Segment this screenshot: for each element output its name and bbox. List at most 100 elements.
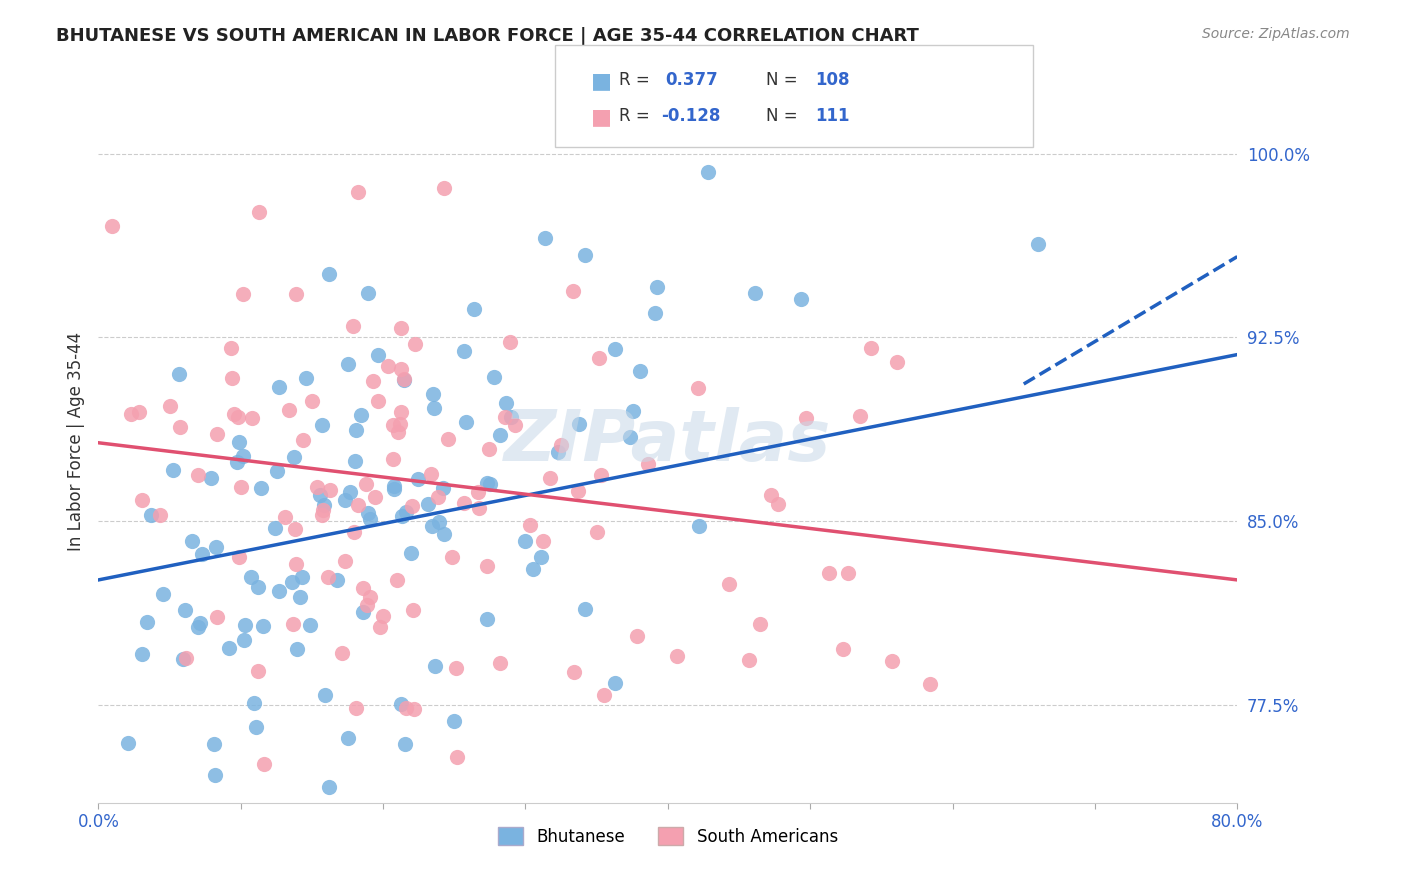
- Point: [181, 533, 204, 548]
- Point: [547, 444, 569, 458]
- Point: [285, 641, 308, 656]
- Point: [229, 480, 252, 494]
- Point: [318, 267, 340, 281]
- Point: [717, 576, 740, 591]
- Point: [205, 426, 228, 441]
- Text: R =: R =: [619, 107, 655, 125]
- Point: [619, 430, 641, 444]
- Point: [312, 503, 335, 517]
- Point: [585, 524, 607, 539]
- Point: [422, 387, 444, 401]
- Point: [131, 647, 153, 661]
- Text: ZIPatlas: ZIPatlas: [505, 407, 831, 476]
- Point: [247, 205, 270, 219]
- Point: [522, 562, 544, 576]
- Point: [149, 508, 172, 523]
- Point: [307, 480, 329, 494]
- Point: [311, 508, 333, 522]
- Point: [269, 584, 291, 599]
- Point: [335, 554, 357, 568]
- Point: [603, 342, 626, 356]
- Point: [335, 492, 357, 507]
- Point: [382, 418, 405, 433]
- Point: [443, 714, 465, 728]
- Point: [356, 506, 378, 520]
- Text: N =: N =: [766, 71, 803, 89]
- Point: [534, 231, 557, 245]
- Point: [131, 492, 153, 507]
- Point: [394, 738, 416, 752]
- Point: [389, 404, 412, 418]
- Point: [350, 408, 373, 422]
- Point: [1026, 237, 1049, 252]
- Point: [344, 454, 367, 468]
- Point: [519, 517, 541, 532]
- Point: [312, 498, 335, 512]
- Point: [623, 403, 645, 417]
- Point: [232, 287, 254, 301]
- Point: [264, 521, 287, 535]
- Point: [406, 472, 429, 486]
- Point: [187, 467, 209, 482]
- Point: [330, 646, 353, 660]
- Point: [467, 484, 489, 499]
- Point: [392, 372, 415, 386]
- Point: [253, 757, 276, 772]
- Point: [202, 737, 225, 751]
- Point: [200, 471, 222, 485]
- Point: [232, 449, 254, 463]
- Point: [432, 481, 454, 495]
- Point: [499, 410, 522, 425]
- Point: [284, 522, 307, 536]
- Point: [326, 573, 349, 587]
- Point: [482, 370, 505, 384]
- Point: [391, 509, 413, 524]
- Point: [426, 491, 449, 505]
- Point: [860, 341, 883, 355]
- Point: [301, 394, 323, 409]
- Point: [453, 343, 475, 358]
- Text: Source: ZipAtlas.com: Source: ZipAtlas.com: [1202, 27, 1350, 41]
- Point: [152, 587, 174, 601]
- Point: [222, 407, 245, 421]
- Point: [593, 688, 616, 702]
- Point: [489, 428, 512, 442]
- Point: [204, 540, 226, 554]
- Point: [605, 675, 627, 690]
- Point: [637, 457, 659, 471]
- Point: [120, 407, 142, 421]
- Point: [344, 423, 367, 437]
- Text: ■: ■: [591, 107, 612, 127]
- Text: 108: 108: [815, 71, 851, 89]
- Point: [316, 570, 339, 584]
- Point: [394, 701, 416, 715]
- Point: [249, 481, 271, 495]
- Point: [494, 410, 516, 425]
- Point: [339, 484, 361, 499]
- Point: [561, 284, 583, 298]
- Point: [173, 603, 195, 617]
- Point: [644, 306, 666, 320]
- Point: [311, 417, 333, 432]
- Point: [233, 618, 256, 632]
- Point: [789, 293, 811, 307]
- Point: [139, 508, 162, 522]
- Point: [344, 700, 367, 714]
- Point: [226, 455, 249, 469]
- Point: [218, 640, 240, 655]
- Point: [392, 372, 415, 386]
- Point: [342, 319, 364, 334]
- Text: R =: R =: [619, 71, 655, 89]
- Point: [228, 549, 250, 564]
- Point: [367, 394, 389, 409]
- Point: [281, 575, 304, 590]
- Point: [568, 417, 591, 431]
- Point: [295, 371, 318, 385]
- Point: [172, 651, 194, 665]
- Point: [420, 519, 443, 533]
- Point: [688, 519, 710, 533]
- Point: [266, 465, 288, 479]
- Point: [288, 591, 311, 605]
- Point: [318, 483, 340, 497]
- Point: [589, 467, 612, 482]
